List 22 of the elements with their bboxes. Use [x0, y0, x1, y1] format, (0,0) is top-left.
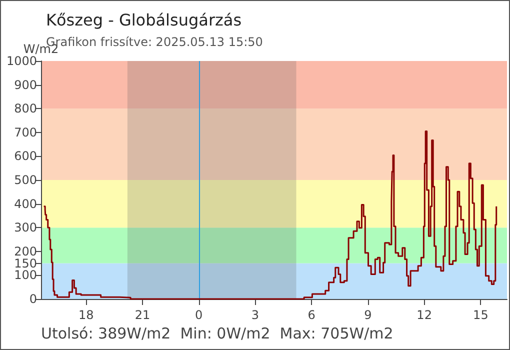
y-tick-label: 800 [14, 102, 37, 116]
y-tick-label: 400 [14, 196, 37, 211]
y-tick-label: 1000 [6, 54, 37, 68]
text: Utolsó: 389W/m2 Min: 0W/m2 Max: 705W/m2 [41, 324, 394, 342]
x-tick-label: 15 [473, 308, 488, 322]
y-tick-label: 100 [14, 268, 37, 282]
chart-title: Kőszeg - Globálsugárzás [46, 10, 242, 30]
y-tick-label: 300 [14, 220, 37, 235]
y-tick-label: 900 [14, 78, 37, 92]
y-tick-label: 500 [14, 173, 37, 187]
x-tick-label: 6 [308, 308, 316, 322]
x-tick-label: 21 [134, 308, 150, 322]
x-tick-label: 18 [78, 308, 94, 322]
y-tick-label: 200 [14, 244, 37, 258]
y-tick-label: 600 [14, 149, 37, 164]
y-tick-label: 150 [14, 256, 37, 270]
y-tick-label: 0 [29, 292, 37, 306]
x-tick-label: 9 [364, 308, 372, 322]
y-tick-label: 700 [14, 125, 37, 140]
x-tick-label: 0 [195, 308, 203, 322]
x-tick-label: 3 [251, 308, 260, 322]
x-tick-label: 12 [416, 308, 432, 322]
